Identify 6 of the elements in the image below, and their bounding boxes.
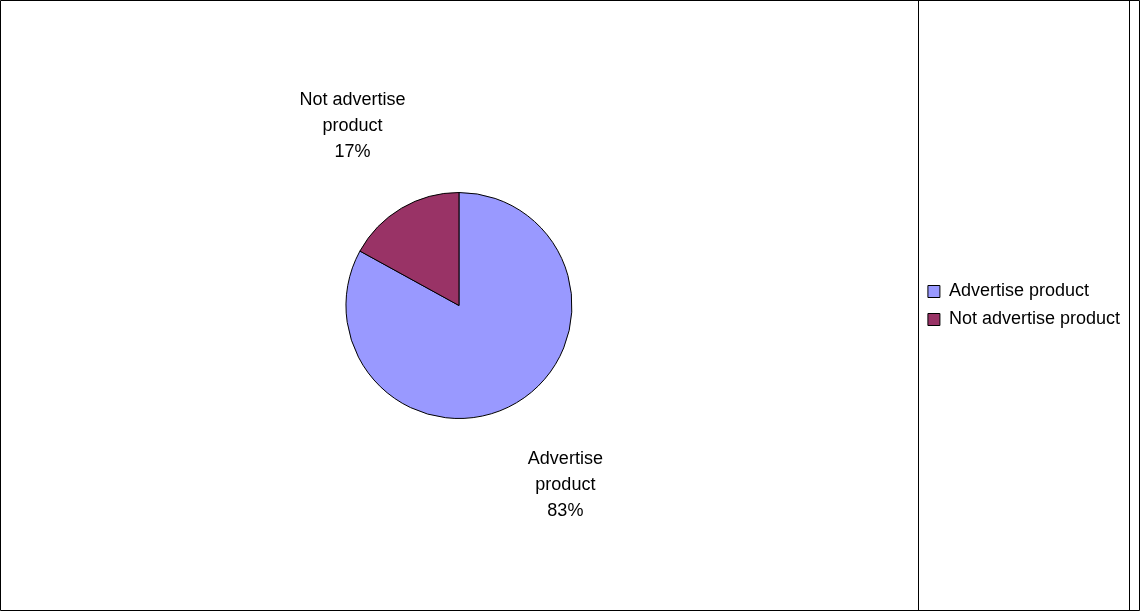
data-label: 17% xyxy=(334,140,371,161)
slice-label: Not advertise product xyxy=(299,88,406,135)
slice-label: Advertise product xyxy=(527,448,603,495)
data-label: 83% xyxy=(547,500,584,521)
legend-label: Not advertise product xyxy=(948,308,1121,329)
legend-label: Advertise product xyxy=(948,280,1089,301)
